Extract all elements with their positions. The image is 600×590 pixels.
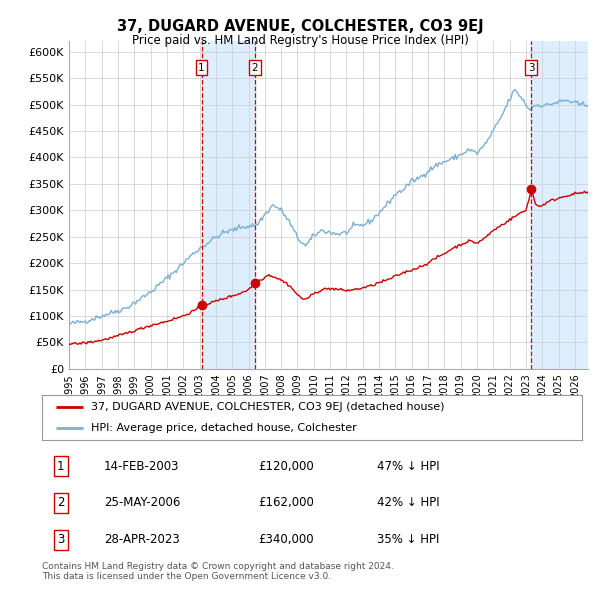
Text: 1: 1 bbox=[57, 460, 65, 473]
Bar bbox=[532, 41, 588, 369]
Text: 3: 3 bbox=[57, 533, 65, 546]
Text: 42% ↓ HPI: 42% ↓ HPI bbox=[377, 496, 439, 510]
Text: Contains HM Land Registry data © Crown copyright and database right 2024.
This d: Contains HM Land Registry data © Crown c… bbox=[42, 562, 394, 581]
Bar bbox=[202, 41, 255, 369]
Text: £120,000: £120,000 bbox=[258, 460, 314, 473]
Text: 35% ↓ HPI: 35% ↓ HPI bbox=[377, 533, 439, 546]
Text: £162,000: £162,000 bbox=[258, 496, 314, 510]
Text: 37, DUGARD AVENUE, COLCHESTER, CO3 9EJ: 37, DUGARD AVENUE, COLCHESTER, CO3 9EJ bbox=[116, 19, 484, 34]
Text: 2: 2 bbox=[252, 63, 259, 73]
Text: 37, DUGARD AVENUE, COLCHESTER, CO3 9EJ (detached house): 37, DUGARD AVENUE, COLCHESTER, CO3 9EJ (… bbox=[91, 402, 444, 412]
Text: 2: 2 bbox=[57, 496, 65, 510]
Text: £340,000: £340,000 bbox=[258, 533, 314, 546]
Text: 3: 3 bbox=[528, 63, 535, 73]
Text: HPI: Average price, detached house, Colchester: HPI: Average price, detached house, Colc… bbox=[91, 422, 356, 432]
Text: 14-FEB-2003: 14-FEB-2003 bbox=[104, 460, 179, 473]
Text: Price paid vs. HM Land Registry's House Price Index (HPI): Price paid vs. HM Land Registry's House … bbox=[131, 34, 469, 47]
Text: 28-APR-2023: 28-APR-2023 bbox=[104, 533, 180, 546]
Text: 1: 1 bbox=[198, 63, 205, 73]
Bar bbox=[532, 41, 588, 369]
Text: 25-MAY-2006: 25-MAY-2006 bbox=[104, 496, 181, 510]
Text: 47% ↓ HPI: 47% ↓ HPI bbox=[377, 460, 439, 473]
